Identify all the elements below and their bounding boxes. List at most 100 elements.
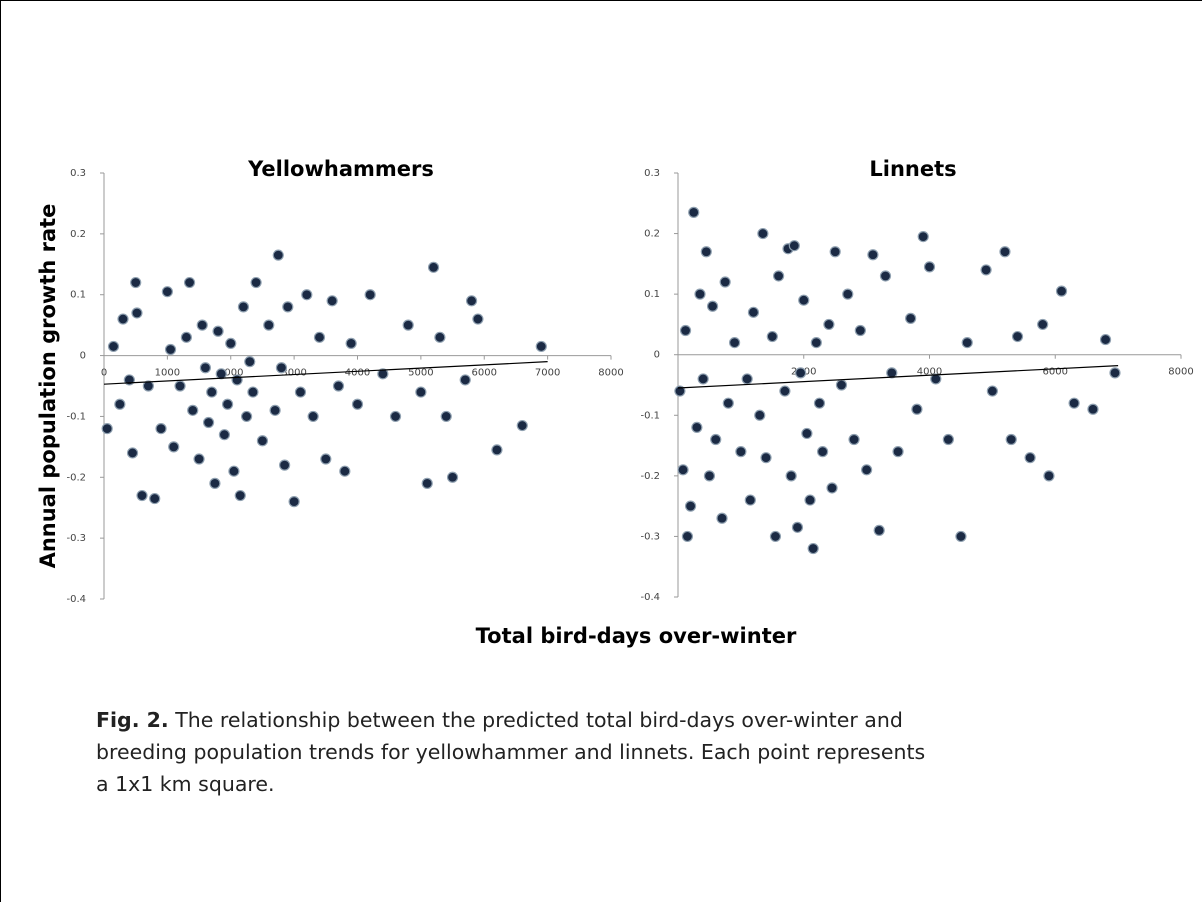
point — [719, 276, 731, 288]
y-tick-label: 0.3 — [70, 168, 86, 179]
y-tick-label: -0.4 — [640, 592, 660, 603]
point — [164, 343, 177, 356]
point — [250, 276, 262, 289]
x-tick-label: 1000 — [155, 368, 180, 379]
point — [817, 446, 829, 458]
point — [326, 295, 338, 307]
caption-line: a 1x1 km square. — [96, 772, 275, 796]
x-tick-label: 0 — [101, 368, 107, 379]
point — [149, 492, 161, 505]
point — [873, 524, 885, 536]
point — [679, 324, 692, 337]
point — [1109, 367, 1121, 379]
point — [440, 410, 452, 423]
point — [791, 521, 804, 533]
x-tick-label: 4000 — [917, 367, 942, 378]
caption-text: The relationship between the predicted t… — [168, 708, 903, 732]
point — [861, 464, 873, 476]
point — [1037, 318, 1049, 331]
y-tick-label: 0.1 — [644, 289, 660, 300]
point — [879, 270, 892, 282]
point — [706, 300, 719, 312]
point — [389, 410, 402, 423]
point — [980, 264, 992, 276]
point — [930, 373, 942, 385]
x-tick-label: 6000 — [1043, 367, 1068, 378]
point — [1011, 330, 1024, 343]
y-tick-label: -0.1 — [66, 411, 86, 422]
point — [688, 206, 700, 218]
point — [351, 398, 364, 410]
point — [691, 421, 703, 433]
point — [677, 464, 689, 476]
point — [823, 318, 835, 331]
point — [237, 301, 250, 313]
point — [835, 379, 848, 391]
point — [741, 373, 753, 385]
point — [769, 530, 782, 543]
y-tick-label: 0 — [654, 350, 660, 361]
point — [240, 410, 253, 423]
point — [114, 398, 126, 410]
point — [788, 240, 800, 252]
point — [199, 362, 211, 374]
caption-line: Fig. 2. The relationship between the pre… — [96, 704, 925, 736]
x-tick-label: 6000 — [472, 368, 497, 379]
point — [772, 270, 785, 282]
point — [681, 530, 694, 543]
point — [459, 374, 471, 386]
point — [202, 416, 215, 429]
point — [710, 433, 722, 446]
point — [206, 386, 218, 398]
point — [131, 307, 143, 319]
point — [747, 306, 760, 318]
caption: Fig. 2. The relationship between the pre… — [96, 704, 925, 800]
point — [804, 494, 816, 506]
point — [1024, 452, 1036, 464]
point — [196, 319, 208, 331]
x-tick-label: 8000 — [598, 368, 623, 379]
point — [193, 453, 205, 465]
point — [377, 368, 389, 380]
point — [427, 261, 440, 273]
x-tick-label: 3000 — [281, 368, 306, 379]
point — [221, 398, 234, 410]
point — [174, 380, 186, 392]
point — [491, 444, 503, 456]
point — [961, 337, 973, 349]
point — [345, 337, 357, 349]
point — [722, 397, 734, 409]
chart-title: Linnets — [869, 157, 956, 181]
point — [1043, 470, 1055, 482]
point — [234, 489, 246, 502]
point — [917, 231, 929, 243]
point — [180, 331, 192, 343]
point — [785, 470, 797, 482]
point — [1099, 333, 1112, 346]
x-tick-label: 4000 — [345, 368, 370, 379]
point — [854, 324, 866, 337]
point — [779, 385, 791, 397]
point — [465, 295, 478, 307]
point — [848, 433, 860, 446]
y-tick-label: 0.2 — [644, 229, 660, 240]
point — [231, 374, 243, 386]
caption-label: Fig. 2. — [96, 708, 169, 732]
point — [212, 325, 224, 337]
x-tick-label: 2000 — [218, 368, 243, 379]
point — [810, 337, 822, 349]
point — [275, 362, 288, 374]
point — [218, 429, 231, 441]
y-tick-label: -0.2 — [66, 472, 86, 483]
point — [744, 494, 756, 506]
point — [225, 337, 237, 349]
x-tick-label: 5000 — [408, 368, 433, 379]
point — [247, 386, 259, 398]
point — [263, 319, 275, 331]
point — [421, 477, 433, 489]
point — [136, 489, 148, 502]
point — [757, 227, 769, 240]
point — [183, 276, 196, 289]
point — [126, 447, 139, 459]
